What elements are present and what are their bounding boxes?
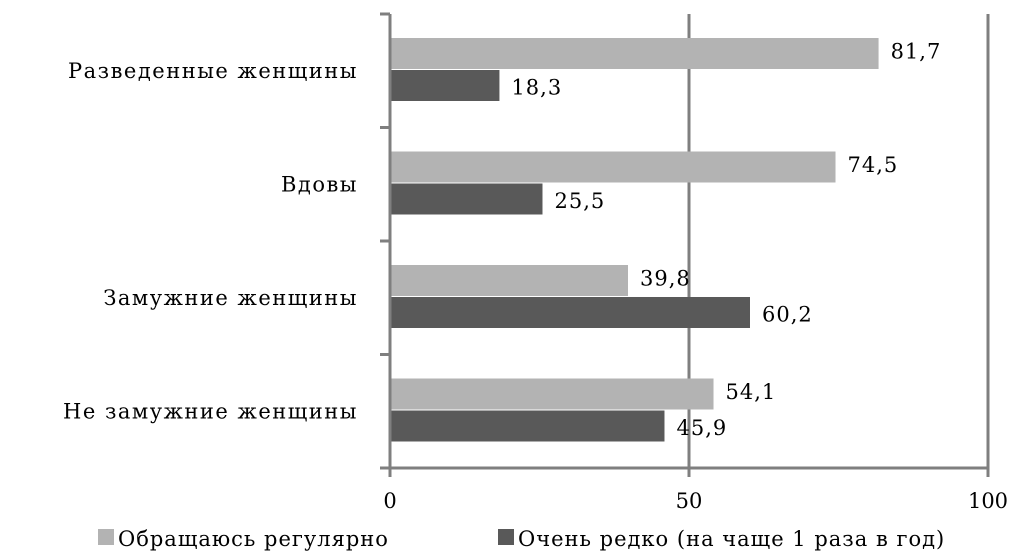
category-label-2: Замужние женщины (103, 286, 358, 310)
bar-rare-3 (390, 411, 664, 442)
data-label-regular-2: 39,8 (640, 267, 691, 291)
bar-regular-3 (390, 379, 714, 410)
x-tick-label-100: 100 (968, 489, 1008, 513)
category-label-0: Разведенные женщины (68, 59, 358, 83)
data-label-rare-0: 18,3 (511, 76, 562, 100)
x-tick-label-0: 0 (383, 489, 396, 513)
x-tick-label-50: 50 (676, 489, 703, 513)
data-label-rare-1: 25,5 (554, 189, 605, 213)
bar-regular-0 (390, 38, 879, 69)
data-label-rare-2: 60,2 (762, 303, 813, 327)
bar-regular-2 (390, 265, 628, 296)
data-label-rare-3: 45,9 (676, 416, 727, 440)
category-label-1: Вдовы (281, 172, 358, 196)
data-label-regular-0: 81,7 (891, 40, 942, 64)
data-label-regular-1: 74,5 (848, 153, 899, 177)
bar-rare-1 (390, 184, 542, 215)
legend-label-regular: Обращаюсь регулярно (118, 527, 389, 551)
legend-swatch-rare (498, 529, 514, 545)
category-label-3: Не замужние женщины (63, 399, 358, 423)
bar-rare-0 (390, 70, 499, 101)
legend-label-rare: Очень редко (на чаще 1 раза в год) (518, 527, 945, 551)
bar-rare-2 (390, 297, 750, 328)
legend-swatch-regular (98, 529, 114, 545)
data-label-regular-3: 54,1 (726, 380, 777, 404)
bar-regular-1 (390, 152, 836, 183)
